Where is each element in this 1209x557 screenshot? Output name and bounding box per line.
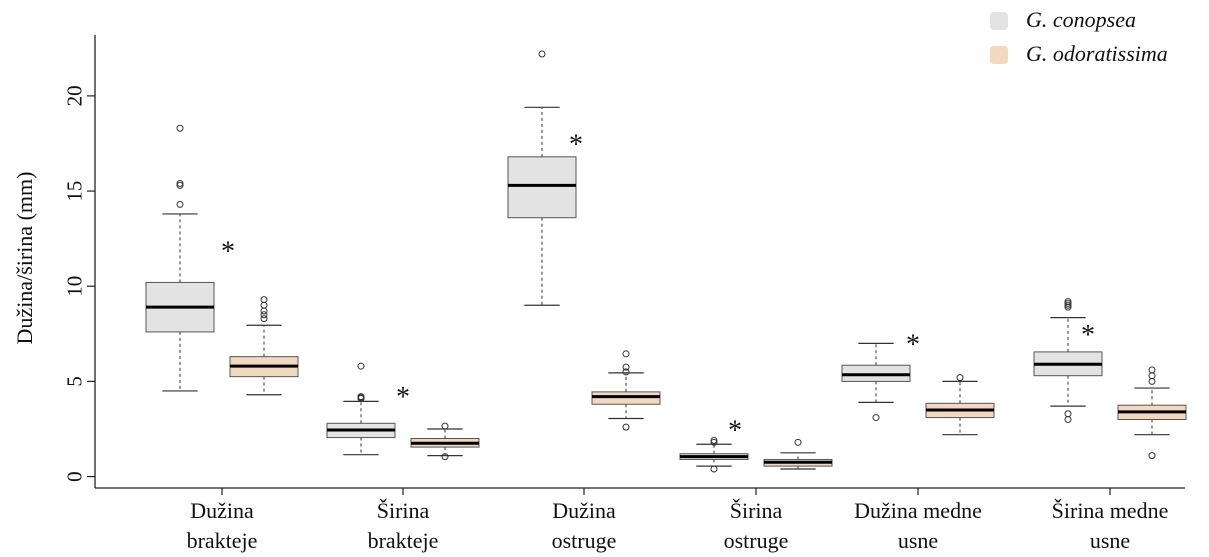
- box-conopsea-3: [507, 50, 577, 306]
- outlier-point: [260, 296, 268, 304]
- significance-star: *: [1081, 320, 1095, 351]
- outlier-point: [872, 414, 880, 422]
- outlier-point: [441, 422, 449, 430]
- significance-star: *: [396, 382, 410, 413]
- y-tick-label: 20: [62, 85, 86, 106]
- significance-star: *: [221, 237, 235, 268]
- axes: [94, 35, 1185, 489]
- x-tick-labels: Dužina brakteje Širina brakteje Dužina ostrug…: [187, 488, 1169, 553]
- outlier-point: [260, 311, 268, 319]
- x-tick-label: Dužina: [552, 498, 616, 523]
- x-tick-label: Dužina medne: [854, 498, 982, 523]
- box-odoratissima-4: [763, 438, 833, 470]
- boxes: [145, 50, 1187, 473]
- outlier-point: [710, 465, 718, 473]
- outlier-point: [176, 124, 184, 132]
- box-iqr: [507, 156, 577, 219]
- x-tick-label: Širina: [730, 498, 783, 523]
- outlier-point: [622, 368, 630, 376]
- box-conopsea-4: [679, 436, 749, 473]
- significance-star: *: [906, 329, 920, 360]
- box-odoratissima-6: [1117, 366, 1187, 460]
- outlier-point: [622, 423, 630, 431]
- significance-markers: * * * * * *: [221, 129, 1095, 446]
- y-axis-label: Dužina/širina (mm): [12, 172, 37, 345]
- outlier-point: [260, 307, 268, 315]
- box-odoratissima-2: [410, 422, 480, 461]
- outlier-point: [1064, 301, 1072, 309]
- outlier-point: [956, 374, 964, 382]
- x-tick-label: Dužina: [190, 498, 254, 523]
- outlier-point: [1148, 452, 1156, 460]
- box-conopsea-5: [841, 342, 911, 422]
- outlier-point: [710, 438, 718, 446]
- box-conopsea-2: [326, 362, 396, 456]
- y-ticks: 0 5 10 15 20: [62, 85, 95, 482]
- x-tick-label: ostruge: [552, 528, 617, 553]
- outlier-point: [176, 181, 184, 189]
- y-tick-label: 5: [62, 376, 86, 387]
- significance-star: *: [569, 129, 583, 160]
- outlier-point: [357, 362, 365, 370]
- outlier-point: [357, 393, 365, 401]
- x-tick-label: ostruge: [724, 528, 789, 553]
- x-tick-label: Širina: [377, 498, 430, 523]
- legend: G. conopsea G. odoratissima: [990, 7, 1168, 66]
- legend-swatch: [990, 46, 1008, 64]
- legend-swatch: [990, 12, 1008, 30]
- significance-star: *: [728, 415, 742, 446]
- box-odoratissima-1: [229, 296, 299, 396]
- y-tick-label: 10: [62, 276, 86, 297]
- x-tick-label: brakteje: [187, 528, 258, 553]
- x-tick-label: brakteje: [368, 528, 439, 553]
- outlier-point: [1064, 299, 1072, 307]
- outlier-point: [710, 436, 718, 444]
- x-tick-label: Širina medne: [1052, 498, 1169, 523]
- outlier-point: [260, 315, 268, 323]
- outlier-point: [1064, 415, 1072, 423]
- y-tick-label: 0: [62, 471, 86, 482]
- outlier-point: [794, 438, 802, 446]
- x-tick-label: usne: [898, 528, 938, 553]
- y-tick-label: 15: [62, 181, 86, 202]
- legend-label: G. odoratissima: [1026, 41, 1168, 66]
- box-conopsea-6: [1033, 297, 1103, 423]
- legend-label: G. conopsea: [1026, 7, 1136, 32]
- box-conopsea-1: [145, 124, 215, 392]
- outlier-point: [622, 350, 630, 358]
- outlier-point: [1148, 366, 1156, 374]
- box-odoratissima-3: [591, 350, 661, 431]
- outlier-point: [176, 200, 184, 208]
- outlier-point: [1148, 377, 1156, 385]
- outlier-point: [1064, 297, 1072, 305]
- outlier-point: [441, 453, 449, 461]
- box-odoratissima-5: [925, 374, 995, 436]
- outlier-point: [1148, 372, 1156, 380]
- x-tick-label: usne: [1090, 528, 1130, 553]
- outlier-point: [1064, 410, 1072, 418]
- outlier-point: [260, 301, 268, 309]
- outlier-point: [538, 50, 546, 58]
- outlier-point: [176, 179, 184, 187]
- outlier-point: [622, 363, 630, 371]
